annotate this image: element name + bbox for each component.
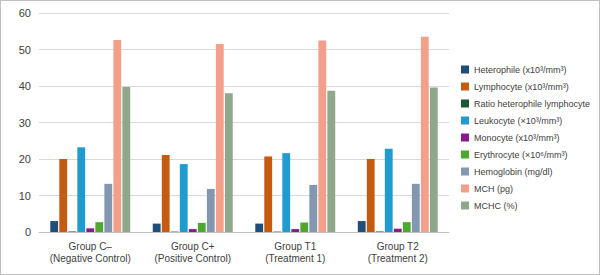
svg-text:MCHC (%): MCHC (%) <box>474 201 518 211</box>
svg-text:Group C–: Group C– <box>69 241 113 252</box>
svg-text:Ratio heterophile lymphocyte: Ratio heterophile lymphocyte <box>474 99 590 109</box>
svg-text:Group T1: Group T1 <box>274 241 316 252</box>
svg-text:30: 30 <box>19 117 31 129</box>
svg-text:Lymphocyte (x10³/mm³): Lymphocyte (x10³/mm³) <box>474 82 569 92</box>
svg-text:Hemoglobin (mg/dl): Hemoglobin (mg/dl) <box>474 167 553 177</box>
svg-text:MCH (pg): MCH (pg) <box>474 184 513 194</box>
svg-text:40: 40 <box>19 80 31 92</box>
svg-text:Monocyte (x10³/mm³): Monocyte (x10³/mm³) <box>474 133 560 143</box>
svg-text:Group T2: Group T2 <box>377 241 419 252</box>
svg-text:20: 20 <box>19 153 31 165</box>
svg-text:(Positive Control): (Positive Control) <box>154 253 231 264</box>
svg-text:(Treatment 2): (Treatment 2) <box>368 253 428 264</box>
svg-text:(Negative Control): (Negative Control) <box>50 253 131 264</box>
svg-text:Erythrocyte (×10⁶/mm³): Erythrocyte (×10⁶/mm³) <box>474 150 567 160</box>
svg-text:50: 50 <box>19 44 31 56</box>
svg-text:(Treatment 1): (Treatment 1) <box>265 253 325 264</box>
svg-text:10: 10 <box>19 190 31 202</box>
svg-text:Heterophile (x10³/mm³): Heterophile (x10³/mm³) <box>474 65 567 75</box>
svg-text:Leukocyte (×10³/mm³): Leukocyte (×10³/mm³) <box>474 116 562 126</box>
svg-text:0: 0 <box>25 226 31 238</box>
svg-text:60: 60 <box>19 7 31 19</box>
svg-text:Group C+: Group C+ <box>171 241 215 252</box>
